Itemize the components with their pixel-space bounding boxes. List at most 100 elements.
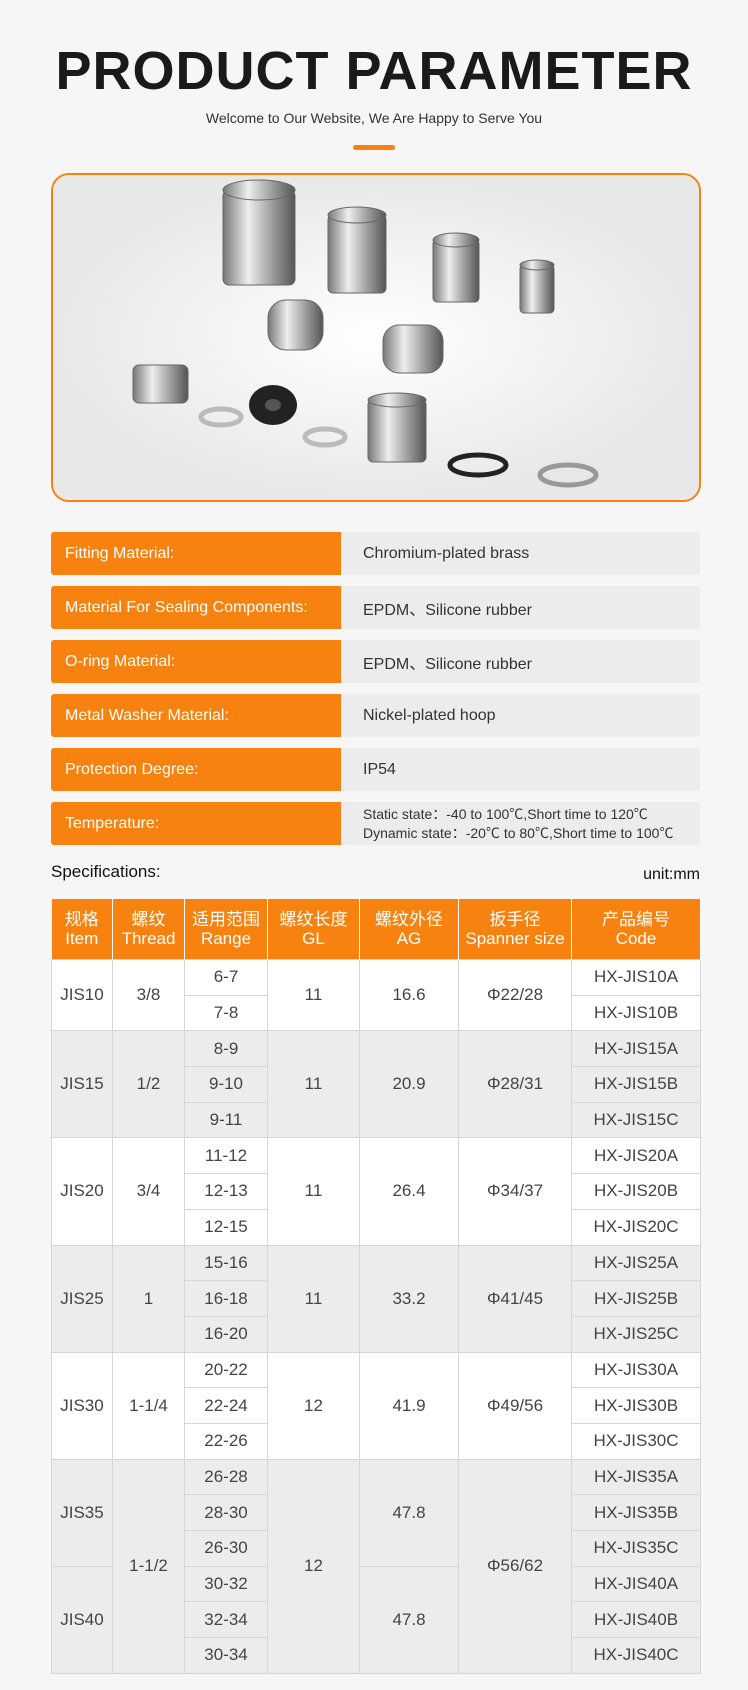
param-value-line: Nickel-plated hoop — [363, 706, 496, 724]
column-en: Spanner size — [465, 929, 565, 948]
item-cell: JIS20 — [51, 1137, 113, 1246]
range-cell: 30-32 — [184, 1565, 268, 1603]
specs-title: Specifications: — [51, 862, 161, 881]
code-cell: HX-JIS35C — [571, 1530, 701, 1567]
code-cell: HX-JIS40B — [571, 1601, 701, 1639]
range-cell: 20-22 — [184, 1351, 268, 1389]
spanner-cell: Φ56/62 — [458, 1458, 572, 1674]
gl-cell: 11 — [267, 958, 360, 1032]
table-row: 26-30 HX-JIS35C — [52, 1530, 701, 1567]
spanner-cell: Φ41/45 — [458, 1244, 572, 1353]
code-cell: HX-JIS30C — [571, 1422, 701, 1460]
spanner-cell: Φ28/31 — [458, 1030, 572, 1139]
gl-cell: 12 — [267, 1458, 360, 1674]
code-cell: HX-JIS30B — [571, 1387, 701, 1424]
code-cell: HX-JIS10A — [571, 959, 701, 996]
column-zh: 螺纹外径 — [375, 910, 443, 929]
range-cell: 32-34 — [184, 1601, 268, 1639]
column-zh: 产品编号 — [602, 910, 670, 929]
param-value-line: Static state：-40 to 100℃,Short time to 1… — [363, 805, 648, 822]
item-cell: JIS15 — [51, 1030, 113, 1139]
ag-cell: 41.9 — [359, 1351, 459, 1460]
code-cell: HX-JIS20C — [571, 1208, 701, 1246]
param-row: Protection Degree: IP54 — [51, 748, 700, 791]
param-value: IP54 — [341, 748, 700, 791]
code-cell: HX-JIS25C — [571, 1315, 701, 1353]
column-en: Code — [615, 929, 657, 948]
table-row: JIS15 1/2 8-9 11 20.9 Φ28/31 HX-JIS15A — [51, 1030, 701, 1139]
thread-cell: 1-1/2 — [112, 1458, 185, 1674]
table-row: 28-30 HX-JIS35B — [52, 1494, 701, 1531]
item-cell: JIS10 — [51, 958, 113, 1032]
page-title: PRODUCT PARAMETER — [55, 41, 693, 101]
table-header: 规格 Item 螺纹 Thread 适用范围 Range 螺纹长度 GL 螺纹外径 AG 扳手径 Sp… — [51, 899, 701, 960]
param-label: Temperature: — [51, 802, 341, 845]
code-cell: HX-JIS30A — [571, 1351, 701, 1389]
range-cell: 6-7 — [184, 959, 268, 996]
spanner-cell: Φ34/37 — [458, 1137, 572, 1246]
range-cell: 26-30 — [184, 1530, 268, 1567]
param-row: Material For Sealing Components: EPDM、Sil… — [51, 586, 700, 629]
param-row: Metal Washer Material: Nickel-plated hoop — [51, 694, 700, 737]
column-zh: 螺纹长度 — [279, 910, 348, 929]
code-cell: HX-JIS25A — [571, 1244, 701, 1282]
param-value: Nickel-plated hoop — [341, 694, 700, 737]
column-en: GL — [302, 929, 325, 948]
column-header: 螺纹 Thread — [112, 899, 185, 960]
code-cell: HX-JIS20A — [571, 1137, 701, 1175]
column-zh: 扳手径 — [489, 910, 541, 929]
table-row: JIS40 30-32 47.8 HX-JIS40A — [51, 1565, 701, 1674]
column-zh: 螺纹 — [131, 910, 166, 929]
range-cell: 11-12 — [184, 1137, 268, 1175]
code-cell: HX-JIS15C — [571, 1101, 701, 1139]
param-value-line: EPDM、Silicone rubber — [363, 655, 532, 673]
param-label: O-ring Material: — [51, 640, 341, 683]
table-row: 16-18 HX-JIS25B — [52, 1280, 701, 1317]
param-label: Material For Sealing Components: — [51, 586, 341, 629]
param-value-line: Chromium-plated brass — [363, 544, 530, 562]
table-row: 30-34 HX-JIS40C — [52, 1637, 701, 1674]
table-row: JIS30 1-1/4 20-22 12 41.9 Φ49/56 HX-JIS30A — [51, 1351, 701, 1460]
thread-cell: 3/8 — [112, 958, 185, 1032]
gl-cell: 11 — [267, 1244, 360, 1353]
ag-cell: 47.8 — [359, 1458, 459, 1567]
column-en: Item — [65, 929, 99, 948]
param-row: Temperature: Static state：-40 to 100℃,Sho… — [51, 802, 700, 845]
spanner-cell: Φ49/56 — [458, 1351, 572, 1460]
column-header: 产品编号 Code — [571, 899, 701, 960]
thread-cell: 1/2 — [112, 1030, 185, 1139]
column-header: 适用范围 Range — [184, 899, 268, 960]
subtitle: Welcome to Our Website, We Are Happy to … — [205, 110, 543, 126]
table-row: 22-24 HX-JIS30B — [52, 1387, 701, 1424]
param-label: Fitting Material: — [51, 532, 341, 575]
column-header: 扳手径 Spanner size — [458, 899, 572, 960]
ag-cell: 26.4 — [359, 1137, 459, 1246]
param-value-line: IP54 — [363, 760, 396, 778]
param-label: Metal Washer Material: — [51, 694, 341, 737]
item-cell: JIS25 — [51, 1244, 113, 1353]
code-cell: HX-JIS15B — [571, 1066, 701, 1103]
gl-cell: 11 — [267, 1030, 360, 1139]
ag-cell: 47.8 — [359, 1565, 459, 1674]
accent-bar — [353, 145, 395, 150]
table-row: JIS25 1 15-16 11 33.2 Φ41/45 HX-JIS25A — [51, 1244, 701, 1353]
table-row: JIS10 3/8 6-7 11 16.6 Φ22/28 HX-JIS10A — [51, 958, 701, 1032]
thread-cell: 1 — [112, 1244, 185, 1353]
range-cell: 12-15 — [184, 1208, 268, 1246]
ag-cell: 16.6 — [359, 958, 459, 1032]
range-cell: 26-28 — [184, 1458, 268, 1496]
table-row: JIS35 1-1/2 26-28 12 47.8 Φ56/62 HX-JIS35A — [51, 1458, 701, 1674]
code-cell: HX-JIS35A — [571, 1458, 701, 1496]
param-value-line: Dynamic state：-20℃ to 80℃,Short time to … — [363, 824, 674, 841]
ag-cell: 33.2 — [359, 1244, 459, 1353]
range-cell: 28-30 — [184, 1494, 268, 1531]
range-cell: 9-11 — [184, 1101, 268, 1139]
table-row: 16-20 HX-JIS25C — [52, 1315, 701, 1353]
spanner-cell: Φ22/28 — [458, 958, 572, 1032]
range-cell: 9-10 — [184, 1066, 268, 1103]
gl-cell: 12 — [267, 1351, 360, 1460]
param-value: EPDM、Silicone rubber — [341, 586, 700, 629]
gl-cell: 11 — [267, 1137, 360, 1246]
table-row: JIS20 3/4 11-12 11 26.4 Φ34/37 HX-JIS20A — [51, 1137, 701, 1246]
range-cell: 15-16 — [184, 1244, 268, 1282]
